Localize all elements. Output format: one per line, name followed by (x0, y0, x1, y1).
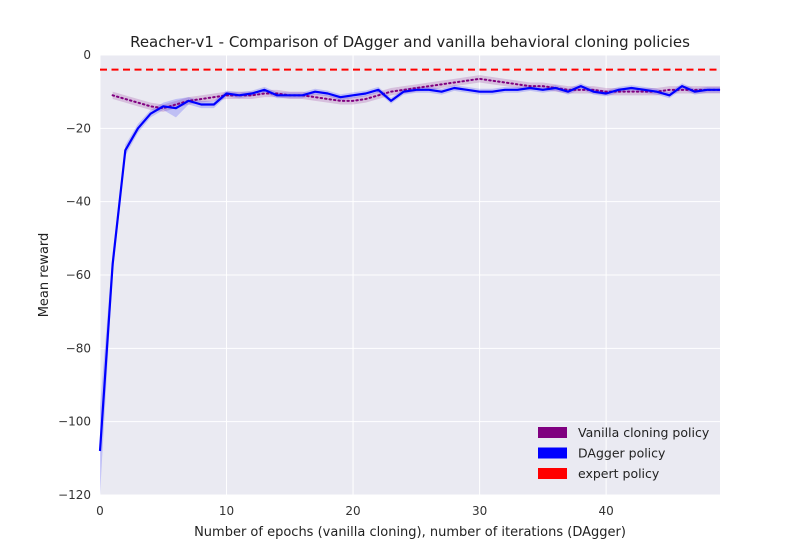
x-tick-labels: 0 10 20 30 40 (96, 504, 614, 518)
legend: Vanilla cloning policy DAgger policy exper… (538, 425, 710, 481)
x-tick-label: 20 (345, 504, 360, 518)
y-tick-label: −40 (66, 195, 91, 209)
legend-swatch (538, 468, 567, 479)
y-tick-label: −60 (66, 268, 91, 282)
grid (99, 54, 720, 496)
legend-label: DAgger policy (578, 446, 666, 461)
x-tick-label: 10 (219, 504, 234, 518)
y-tick-label: −100 (58, 415, 91, 429)
y-tick-labels: 0 −20 −40 −60 −80 −100 −120 (58, 48, 91, 502)
legend-label: Vanilla cloning policy (578, 425, 710, 440)
y-tick-label: −120 (58, 488, 91, 502)
series-line-1 (111, 77, 721, 110)
x-tick-label: 30 (472, 504, 487, 518)
chart-title: Reacher-v1 - Comparison of DAgger and va… (130, 33, 690, 51)
series-line-2 (98, 85, 720, 452)
legend-label: expert policy (578, 466, 660, 481)
legend-swatch (538, 427, 567, 438)
y-tick-label: −20 (66, 121, 91, 135)
x-axis-label: Number of epochs (vanilla cloning), numb… (194, 525, 626, 540)
x-tick-label: 0 (96, 504, 104, 518)
series-lines (98, 68, 721, 452)
y-tick-label: −80 (66, 341, 91, 355)
y-tick-label: 0 (83, 48, 91, 62)
x-tick-label: 40 (598, 504, 613, 518)
y-axis-label: Mean reward (37, 233, 52, 318)
legend-swatch (538, 447, 567, 459)
